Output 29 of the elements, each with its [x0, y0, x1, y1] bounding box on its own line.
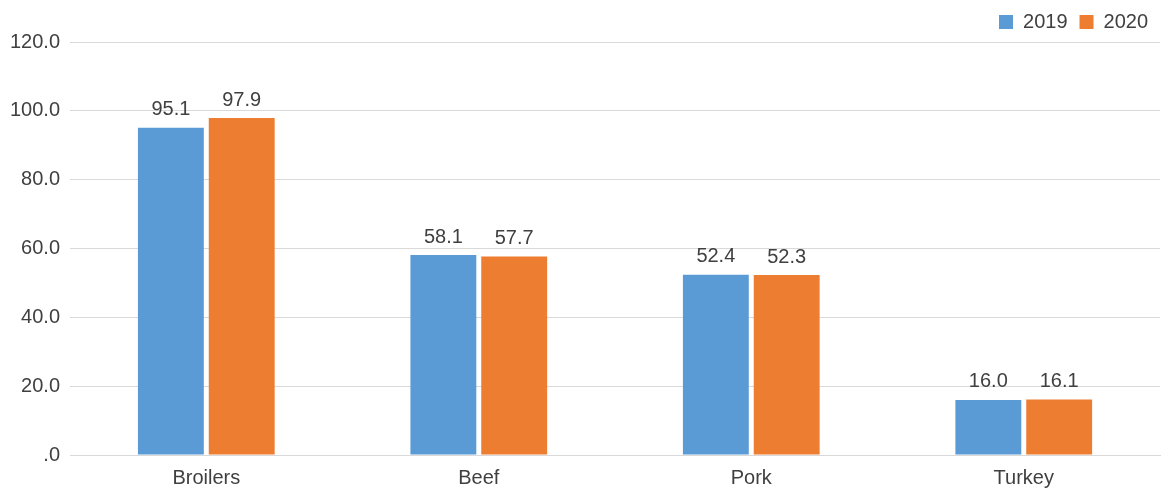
y-tick-label: 100.0: [9, 98, 61, 121]
y-tick-label: 80.0: [21, 167, 61, 190]
data-label: 52.3: [767, 244, 807, 267]
bar: [137, 127, 204, 455]
y-tick-label: .0: [43, 442, 61, 465]
bar: [481, 256, 548, 455]
y-tick-label: 20.0: [21, 373, 61, 396]
data-label: 57.7: [494, 225, 534, 248]
x-tick-label: Broilers: [172, 465, 241, 488]
bar: [1026, 399, 1093, 455]
bar: [410, 255, 477, 455]
bar: [753, 275, 820, 455]
x-tick-label: Pork: [730, 465, 773, 488]
data-label: 95.1: [151, 97, 191, 120]
data-label: 58.1: [423, 224, 463, 247]
data-label: 52.4: [696, 244, 736, 267]
y-tick-label: 120.0: [9, 29, 61, 52]
y-tick-label: 40.0: [21, 304, 61, 327]
bar: [682, 274, 749, 455]
data-label: 16.0: [968, 369, 1008, 392]
x-tick-label: Turkey: [993, 465, 1054, 488]
bar: [955, 399, 1022, 455]
x-tick-label: Beef: [458, 465, 500, 488]
legend-label: 2019: [1023, 9, 1068, 32]
y-tick-label: 60.0: [21, 236, 61, 259]
bar: [208, 118, 275, 455]
data-label: 97.9: [222, 87, 262, 110]
data-label: 16.1: [1039, 369, 1079, 392]
legend-label: 2020: [1103, 9, 1149, 32]
